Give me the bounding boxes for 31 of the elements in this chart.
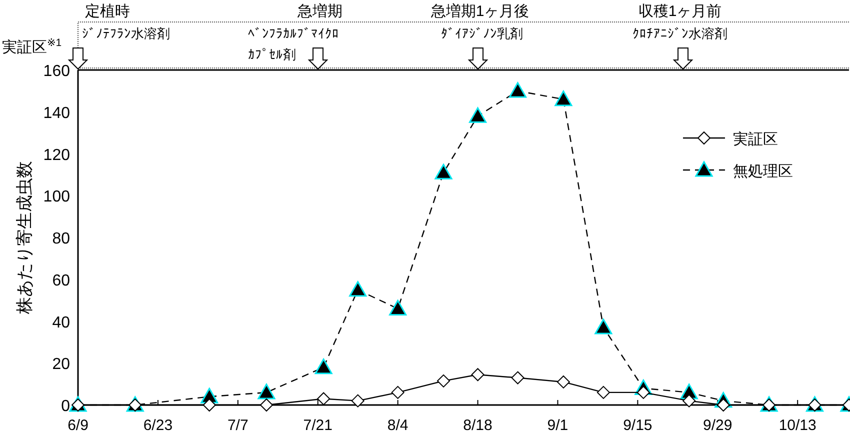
text: ｼﾞﾉﾃﾌﾗﾝ水溶剤 (82, 26, 170, 41)
x-tick-label: 9/15 (623, 417, 652, 434)
y-axis-title: 株あたり寄生成虫数 (15, 161, 34, 315)
text: ﾍﾞﾝﾌﾗｶﾙﾌﾞﾏｲｸﾛｶﾌﾟｾﾙ剤 (248, 26, 339, 62)
y-tick-label: 20 (52, 356, 70, 374)
text: ﾀﾞｲｱｼﾞﾉﾝ乳剤 (441, 26, 523, 41)
legend-label: 無処理区 (733, 163, 793, 180)
x-tick-label: 7/7 (227, 417, 248, 434)
text: 急増期 (296, 3, 342, 20)
y-tick-label: 100 (43, 188, 70, 206)
y-tick-label: 80 (52, 230, 70, 248)
x-tick-label: 10/13 (778, 417, 816, 434)
x-tick-label: 8/18 (463, 417, 492, 434)
text: 急増期1ヶ月後 (430, 3, 530, 20)
y-tick-label: 60 (52, 272, 70, 290)
y-tick-label: 40 (52, 314, 70, 332)
text: 実証区$^{※1}$ (2, 37, 62, 56)
x-tick-label: 9/29 (703, 417, 732, 434)
x-tick-label: 8/4 (387, 417, 408, 434)
x-tick-label: 6/23 (143, 417, 173, 434)
x-tick-label: 6/9 (68, 417, 88, 434)
y-tick-label: 160 (43, 63, 70, 80)
y-tick-label: 140 (43, 104, 70, 122)
legend-label: 実証区 (733, 131, 778, 148)
text: 定植時 (85, 3, 130, 20)
text: 収穫1ヶ月前 (638, 3, 722, 20)
y-tick-label: 0 (61, 398, 70, 415)
x-tick-label: 7/21 (303, 417, 332, 434)
x-tick-label: 9/1 (547, 417, 568, 434)
y-tick-label: 120 (43, 146, 70, 164)
text: ｸﾛﾁｱﾆｼﾞﾝ水溶剤 (632, 26, 728, 41)
